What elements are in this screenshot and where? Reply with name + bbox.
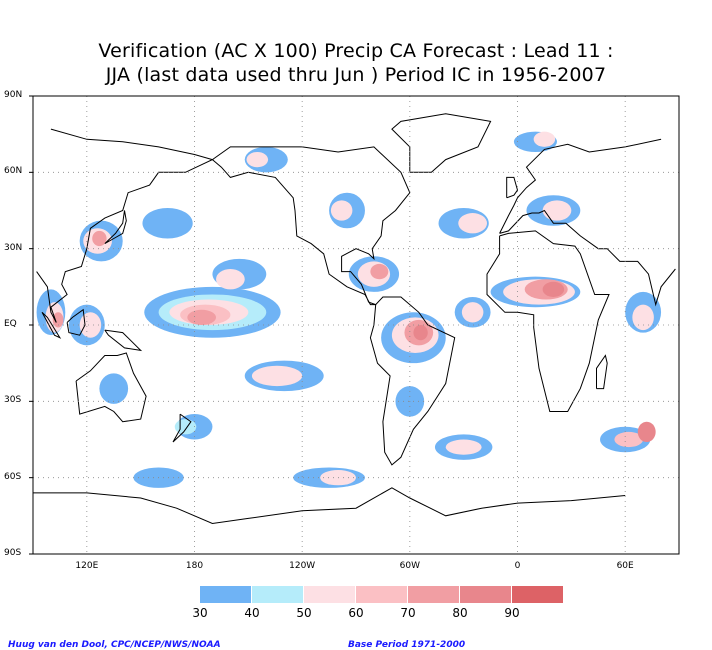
coastline [75,352,147,423]
skill-contour-region [99,373,129,404]
skill-contour-region [542,281,565,298]
colorbar-label: 30 [192,606,208,620]
skill-contour-region [330,200,353,221]
latitude-label: 30N [4,242,23,253]
colorbar-label: 70 [400,606,416,620]
latitude-label: 60N [4,166,23,177]
skill-contour-region [216,269,245,290]
coastlines [33,113,676,525]
coastline [212,146,411,306]
skill-contour-region [187,309,217,325]
skill-contour-region [251,365,303,387]
skill-contour-region [614,431,644,448]
colorbar-swatch [252,586,304,603]
coastline [104,329,143,352]
colorbar-label: 80 [452,606,468,620]
skill-contour-region [445,439,482,455]
longitude-label: 120W [289,561,316,571]
longitude-label: 120E [75,561,99,571]
longitude-label: 60E [616,561,634,571]
skill-contour-region [533,131,556,147]
map-title-line-1: Verification (AC X 100) Precip CA Foreca… [98,40,614,62]
skill-contour-region [52,312,64,328]
latitude-label: 30S [4,395,22,406]
map-title-line-2: JJA (last data used thru Jun ) Period IC… [105,64,607,86]
credit-base-period: Base Period 1971-2000 [348,640,466,650]
coastline [66,308,86,336]
longitude-label: 60W [399,561,421,571]
coastline [33,487,626,525]
colorbar-swatch [408,586,460,603]
colorbar-label: 50 [296,606,312,620]
colorbar-swatch [512,586,564,603]
latitude-label: EQ [4,319,17,329]
coastline [391,113,492,173]
latitude-label: 60S [4,471,22,482]
colorbar-swatch [304,586,356,603]
coastline [36,128,676,323]
longitude-label: 180 [185,561,204,571]
lat-lon-grid [33,96,679,554]
skill-contour-region [637,421,656,443]
map-frame [32,95,680,555]
coastline [41,311,62,339]
skill-contour-region [461,302,484,323]
longitude-label: 0 [514,561,521,571]
colorbar-label: 90 [504,606,520,620]
skill-contour-region [413,325,428,341]
skill-contour-region [142,207,193,239]
latitude-label: 90N [4,90,23,100]
colorbar-label: 60 [348,606,364,620]
skill-contours [36,131,662,488]
skill-contour-region [79,312,102,338]
skill-contour-region [632,304,654,331]
coastline [486,230,610,412]
skill-contour-region [458,213,487,234]
coastline [506,176,519,199]
skill-contour-region [246,151,269,168]
coastline [172,413,192,443]
latitude-label: 90S [4,548,22,558]
credit-author: Huug van den Dool, CPC/NCEP/NWS/NOAA [8,640,221,650]
colorbar-swatch [356,586,408,603]
skill-contour-region [92,230,107,247]
coastline [596,354,608,390]
coastline [369,296,456,466]
colorbar-swatch [200,586,252,603]
colorbar-swatch [460,586,512,603]
coastline [104,210,127,245]
skill-contour-region [542,200,572,221]
skill-contour-region [370,263,389,280]
colorbar-label: 40 [244,606,260,620]
